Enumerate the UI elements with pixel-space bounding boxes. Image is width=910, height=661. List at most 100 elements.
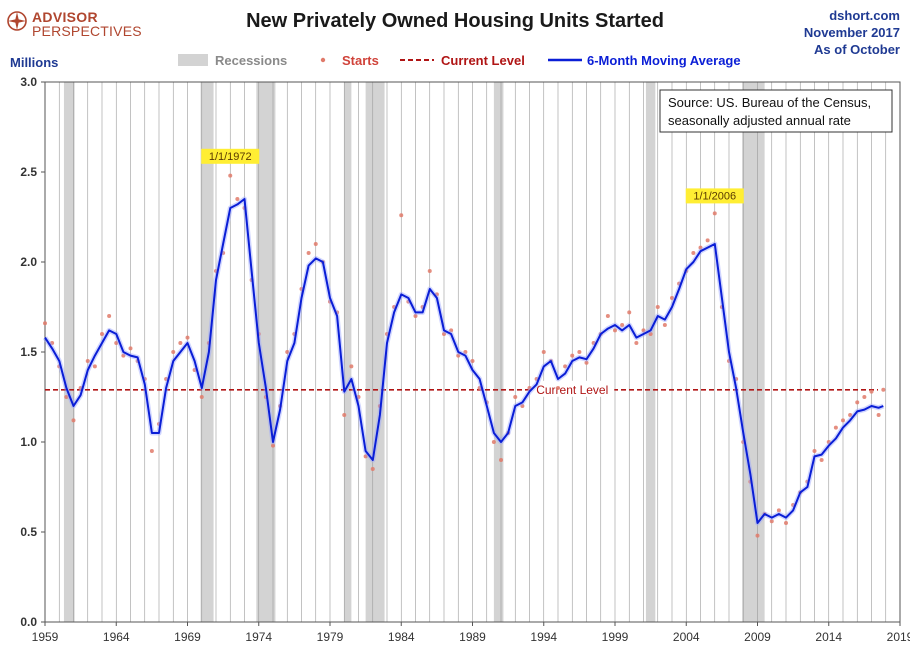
annotation-box xyxy=(685,188,744,204)
x-tick-label: 1959 xyxy=(32,630,59,644)
y-tick-label: 1.5 xyxy=(20,345,37,359)
starts-point xyxy=(128,346,133,351)
starts-point xyxy=(235,197,240,201)
recession-band xyxy=(742,82,765,622)
x-tick-label: 1994 xyxy=(530,630,557,644)
starts-point xyxy=(306,251,311,255)
starts-point xyxy=(456,353,461,358)
starts-point xyxy=(171,350,176,354)
starts-point xyxy=(755,533,760,538)
y-tick-label: 0.0 xyxy=(20,615,37,629)
starts-point xyxy=(869,389,874,394)
starts-point xyxy=(712,211,717,216)
starts-point xyxy=(848,413,853,417)
starts-point xyxy=(784,521,788,525)
starts-point xyxy=(833,425,838,430)
starts-point xyxy=(228,173,233,178)
starts-point xyxy=(705,238,710,243)
starts-point xyxy=(192,368,197,372)
starts-point xyxy=(691,251,696,255)
x-tick-label: 1964 xyxy=(103,630,130,644)
legend-starts-swatch xyxy=(320,57,326,63)
recession-band xyxy=(645,82,656,622)
starts-point xyxy=(370,467,375,471)
compass-icon xyxy=(7,11,27,31)
starts-point xyxy=(698,245,703,250)
recession-band xyxy=(344,82,352,622)
starts-point xyxy=(114,341,119,345)
starts-point xyxy=(121,353,126,358)
starts-point xyxy=(520,404,525,408)
y-tick-label: 2.0 xyxy=(20,255,37,269)
recession-band xyxy=(493,82,504,622)
starts-point xyxy=(620,323,625,327)
starts-point xyxy=(881,387,886,392)
starts-point xyxy=(627,310,632,315)
logo-text-line2: PERSPECTIVES xyxy=(32,23,142,39)
source-note-box xyxy=(659,89,893,133)
source-note-line1: Source: US. Bureau of the Census, xyxy=(668,95,871,110)
annotation-box xyxy=(201,148,260,164)
starts-point xyxy=(356,395,361,399)
legend-recession-swatch xyxy=(178,54,208,66)
starts-point xyxy=(71,418,76,423)
starts-point xyxy=(577,350,582,354)
annotation-label: 1/1/1972 xyxy=(209,151,252,163)
y-tick-label: 2.5 xyxy=(20,165,37,179)
starts-point xyxy=(178,341,183,345)
starts-point xyxy=(648,332,653,336)
starts-point xyxy=(477,386,482,390)
x-tick-label: 2019 xyxy=(887,630,910,644)
y-tick-label: 1.0 xyxy=(20,435,37,449)
starts-point xyxy=(641,328,646,333)
starts-point xyxy=(670,296,674,300)
recession-band xyxy=(256,82,276,622)
starts-point xyxy=(634,341,639,345)
header-meta: dshort.com November 2017 As of October xyxy=(804,7,900,58)
starts-point xyxy=(64,395,69,399)
starts-point xyxy=(513,395,518,399)
starts-point xyxy=(50,341,55,345)
starts-point xyxy=(164,377,169,381)
starts-point xyxy=(413,314,418,318)
source-site: dshort.com xyxy=(829,8,900,23)
starts-point xyxy=(662,323,667,327)
legend-recessions-label: Recessions xyxy=(215,53,287,68)
current-level-label-bg xyxy=(530,380,615,397)
recession-band xyxy=(63,82,75,622)
x-tick-label: 2004 xyxy=(673,630,700,644)
starts-point xyxy=(100,332,104,336)
starts-point xyxy=(605,314,610,318)
starts-point xyxy=(541,350,546,354)
chart-title: New Privately Owned Housing Units Starte… xyxy=(246,10,664,32)
x-tick-label: 1974 xyxy=(245,630,272,644)
y-axis-label: Millions xyxy=(10,55,58,70)
starts-point xyxy=(285,350,290,354)
starts-point xyxy=(876,413,881,417)
starts-point xyxy=(342,413,347,417)
x-tick-label: 1979 xyxy=(317,630,344,644)
x-tick-label: 1969 xyxy=(174,630,201,644)
starts-point xyxy=(527,386,532,390)
x-tick-label: 1984 xyxy=(388,630,415,644)
y-tick-label: 0.5 xyxy=(20,525,37,539)
starts-point xyxy=(499,458,503,462)
starts-point xyxy=(149,449,154,453)
starts-point xyxy=(442,332,446,336)
starts-point xyxy=(470,359,475,363)
starts-point xyxy=(271,443,275,448)
starts-point xyxy=(613,328,617,333)
legend-starts-label: Starts xyxy=(342,53,379,68)
starts-point xyxy=(185,335,190,340)
legend-current-level-label: Current Level xyxy=(441,53,525,68)
starts-point xyxy=(449,328,454,333)
starts-point xyxy=(563,364,568,369)
starts-point xyxy=(491,440,496,444)
current-level-label: Current Level xyxy=(536,383,608,397)
starts-point xyxy=(363,454,368,459)
starts-point xyxy=(584,360,589,365)
starts-point xyxy=(862,395,867,399)
source-note-line2: seasonally adjusted annual rate xyxy=(668,113,851,128)
